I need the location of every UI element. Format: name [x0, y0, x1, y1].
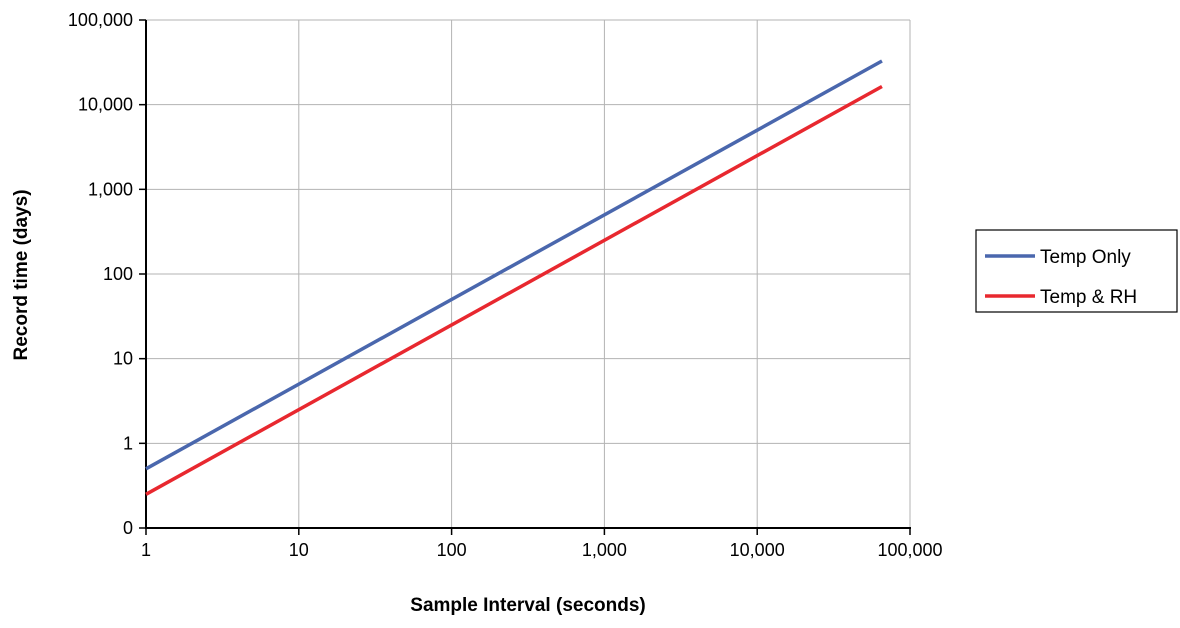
series-line-temp-only — [145, 59, 883, 471]
x-tick-label: 100,000 — [877, 540, 942, 560]
y-tick-label: 1 — [123, 433, 133, 453]
grid — [146, 19, 911, 528]
y-tick-label: 10 — [113, 349, 133, 369]
y-axis-title: Record time (days) — [11, 189, 32, 360]
series-lines — [145, 59, 883, 496]
legend: Temp Only Temp & RH — [975, 229, 1178, 313]
y-tick-label: 10,000 — [78, 95, 133, 115]
x-tick-label: 10,000 — [730, 540, 785, 560]
axes — [139, 19, 911, 535]
legend-label-temp-only: Temp Only — [1040, 247, 1131, 268]
y-tick-label: 100,000 — [68, 10, 133, 30]
series-line-temp-rh — [145, 84, 883, 496]
x-tick-label: 10 — [289, 540, 309, 560]
x-axis-title: Sample Interval (seconds) — [410, 595, 645, 616]
legend-box — [975, 229, 1178, 313]
y-tick-label: 0 — [123, 518, 133, 538]
x-tick-label: 100 — [437, 540, 467, 560]
x-tick-label: 1,000 — [582, 540, 627, 560]
y-tick-label: 1,000 — [88, 179, 133, 199]
x-tick-label: 1 — [141, 540, 151, 560]
legend-label-temp-rh: Temp & RH — [1040, 287, 1137, 308]
y-tick-label: 100 — [103, 264, 133, 284]
